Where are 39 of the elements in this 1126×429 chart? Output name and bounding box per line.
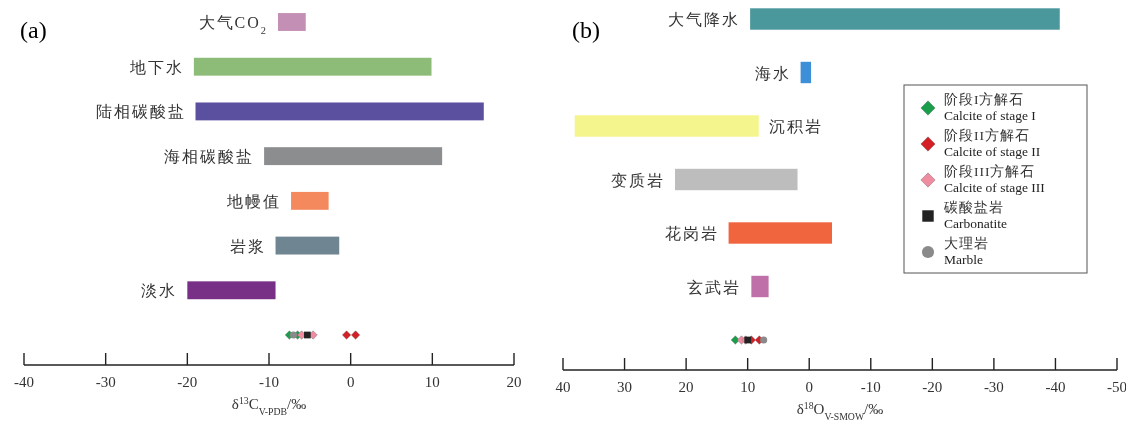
y-tick-label: 地幔值 — [226, 192, 282, 210]
x-tick-label: 40 — [555, 379, 571, 395]
x-tick-label: -30 — [983, 379, 1004, 395]
y-tick-label: 海水 — [754, 64, 791, 82]
y-tick-label: 淡水 — [141, 282, 178, 300]
x-tick-label: 20 — [678, 379, 694, 395]
x-axis-title: δ$^{18}$O$_{V-SMOW}$/‰ — [796, 399, 884, 422]
legend-label: 阶段I方解石 Calcite of stage I — [944, 92, 1037, 123]
legend-label: 碳酸盐岩 Carbonatite — [943, 200, 1007, 231]
x-tick-label: 30 — [617, 379, 633, 395]
x-tick-label: 0 — [805, 379, 813, 395]
x-axis-title: δ$^{13}$C$_{V-PDB}$/‰ — [231, 394, 307, 417]
y-tick-label: 沉积岩 — [768, 118, 823, 135]
x-tick-label: -40 — [1045, 379, 1066, 395]
y-tick-label: 玄武岩 — [687, 278, 742, 296]
y-tick-label: 海相碳酸盐 — [164, 148, 255, 166]
x-tick-label: 0 — [346, 374, 355, 390]
y-tick-label: 岩浆 — [229, 237, 266, 255]
legend-label: 大理岩 Marble — [944, 236, 989, 267]
y-tick-label: 花岗岩 — [664, 225, 719, 242]
x-tick-label: -30 — [95, 374, 116, 390]
y-tick-label: 大气降水 — [668, 11, 741, 28]
x-tick-label: -20 — [177, 374, 198, 390]
x-tick-label: -20 — [922, 379, 943, 395]
x-tick-label: -50 — [1107, 379, 1126, 395]
x-tick-label: -10 — [259, 374, 279, 390]
x-tick-label: 10 — [740, 379, 756, 395]
x-tick-label: -40 — [14, 374, 34, 390]
y-tick-label: 变质岩 — [611, 171, 666, 189]
y-tick-label: 大气CO$_{2}$ — [198, 14, 268, 36]
x-tick-label: 10 — [424, 374, 440, 390]
legend-label: 阶段II方解石 Calcite of stage II — [944, 128, 1041, 159]
x-tick-label: 20 — [506, 374, 522, 390]
legend-label: 阶段III方解石 Calcite of stage III — [944, 164, 1046, 195]
y-tick-label: 地下水 — [128, 58, 184, 76]
text: (b) — [572, 17, 600, 43]
x-tick-label: -10 — [860, 379, 881, 395]
text: (a) — [20, 17, 47, 43]
y-tick-label: 陆相碳酸盐 — [95, 103, 186, 121]
